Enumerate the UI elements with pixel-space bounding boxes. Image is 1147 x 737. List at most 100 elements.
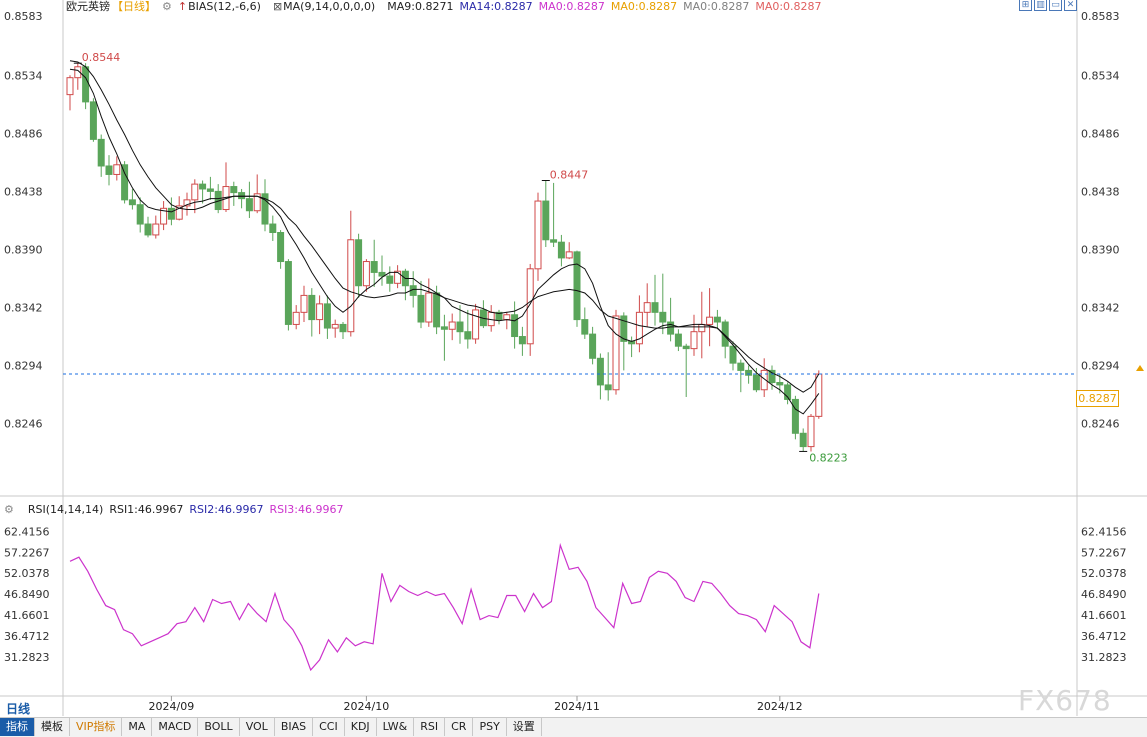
candle[interactable] <box>144 216 152 238</box>
tab-ma[interactable]: MA <box>122 718 153 736</box>
candle[interactable] <box>339 322 347 339</box>
rsi-settings-icon[interactable]: ⚙ <box>4 503 14 516</box>
candle[interactable] <box>628 336 636 358</box>
candle[interactable] <box>768 365 776 390</box>
tab-bias[interactable]: BIAS <box>275 718 314 736</box>
candle[interactable] <box>534 192 542 281</box>
candle[interactable] <box>331 319 339 338</box>
candle[interactable] <box>277 230 285 269</box>
tab-indicators[interactable]: 指标 <box>0 718 35 736</box>
candle[interactable] <box>355 233 363 298</box>
candle[interactable] <box>464 309 472 349</box>
candle[interactable] <box>659 273 667 335</box>
window-icon[interactable]: ▭ <box>1049 0 1062 11</box>
tab-templates[interactable]: 模板 <box>35 718 70 736</box>
tab-cci[interactable]: CCI <box>313 718 345 736</box>
candle[interactable] <box>440 314 448 361</box>
tab-vol[interactable]: VOL <box>240 718 275 736</box>
candle[interactable] <box>612 309 620 395</box>
candle[interactable] <box>261 179 269 232</box>
candle[interactable] <box>690 314 698 356</box>
candle[interactable] <box>425 278 433 327</box>
tab-lw[interactable]: LW& <box>377 718 415 736</box>
candle[interactable] <box>581 307 589 339</box>
candle[interactable] <box>635 295 643 353</box>
candle[interactable] <box>784 382 792 405</box>
candle[interactable] <box>713 309 721 330</box>
candle[interactable] <box>238 188 246 209</box>
candle[interactable] <box>284 259 292 331</box>
candle[interactable] <box>565 242 573 260</box>
grid-icon[interactable]: ⊞ <box>1019 0 1032 11</box>
close-icon[interactable]: ✕ <box>1064 0 1077 11</box>
candle[interactable] <box>362 259 370 292</box>
candle[interactable] <box>448 313 456 341</box>
candle[interactable] <box>121 161 129 204</box>
layout-icon[interactable]: ▥ <box>1034 0 1047 11</box>
candle[interactable] <box>503 312 511 330</box>
candle[interactable] <box>316 295 324 335</box>
candle[interactable] <box>745 365 753 384</box>
candle[interactable] <box>300 285 308 323</box>
candle[interactable] <box>66 75 74 111</box>
candle[interactable] <box>518 326 526 356</box>
candle[interactable] <box>370 239 378 287</box>
candle[interactable] <box>573 250 581 327</box>
candle[interactable] <box>89 98 97 142</box>
candle[interactable] <box>495 309 503 325</box>
candle[interactable] <box>807 413 815 452</box>
candle[interactable] <box>292 305 300 330</box>
candle[interactable] <box>199 180 207 204</box>
candle[interactable] <box>752 367 760 393</box>
ma-params[interactable]: ⊠MA(9,14,0,0,0,0) <box>273 0 381 13</box>
candle[interactable] <box>791 395 799 440</box>
candle[interactable] <box>620 312 628 371</box>
candle[interactable] <box>160 201 168 231</box>
rsi-panel[interactable] <box>69 542 820 672</box>
candle[interactable] <box>394 265 402 289</box>
bias-indicator[interactable]: ↑BIAS(12,-6,6) <box>178 0 267 13</box>
candle[interactable] <box>604 352 612 401</box>
candle[interactable] <box>550 182 558 248</box>
candle[interactable] <box>245 181 253 218</box>
candle[interactable] <box>737 359 745 393</box>
candlestick-panel[interactable]: 0.8544 0.8447 0.8223 <box>63 51 1077 464</box>
tab-vip-indicators[interactable]: VIP指标 <box>70 718 123 736</box>
candle[interactable] <box>74 63 82 90</box>
candle[interactable] <box>667 297 675 342</box>
candle[interactable] <box>557 234 565 267</box>
period-label[interactable]: 日线 <box>6 702 31 716</box>
candle[interactable] <box>417 280 425 329</box>
candle[interactable] <box>167 197 175 226</box>
tab-cr[interactable]: CR <box>445 718 474 736</box>
candle[interactable] <box>378 255 386 286</box>
candle[interactable] <box>128 188 136 210</box>
candle[interactable] <box>183 192 191 216</box>
candle[interactable] <box>674 329 682 352</box>
candle[interactable] <box>526 263 534 356</box>
candle[interactable] <box>472 303 480 344</box>
candle[interactable] <box>799 428 807 452</box>
tab-boll[interactable]: BOLL <box>198 718 240 736</box>
candle[interactable] <box>401 268 409 301</box>
candle[interactable] <box>222 162 230 212</box>
candle[interactable] <box>323 295 331 339</box>
candle[interactable] <box>113 156 121 181</box>
candle[interactable] <box>105 155 113 186</box>
candle[interactable] <box>347 210 355 337</box>
candle[interactable] <box>152 215 160 239</box>
period-tag[interactable]: 【日线】 <box>112 0 156 13</box>
candle[interactable] <box>651 274 659 326</box>
candle[interactable] <box>479 300 487 329</box>
candle[interactable] <box>706 288 714 347</box>
candle[interactable] <box>542 180 550 248</box>
candle[interactable] <box>643 283 651 327</box>
candle[interactable] <box>760 358 768 398</box>
tab-macd[interactable]: MACD <box>152 718 199 736</box>
candle[interactable] <box>721 319 729 359</box>
candle[interactable] <box>230 181 238 206</box>
candle[interactable] <box>253 174 261 214</box>
tab-kdj[interactable]: KDJ <box>345 718 377 736</box>
candle[interactable] <box>97 134 105 177</box>
